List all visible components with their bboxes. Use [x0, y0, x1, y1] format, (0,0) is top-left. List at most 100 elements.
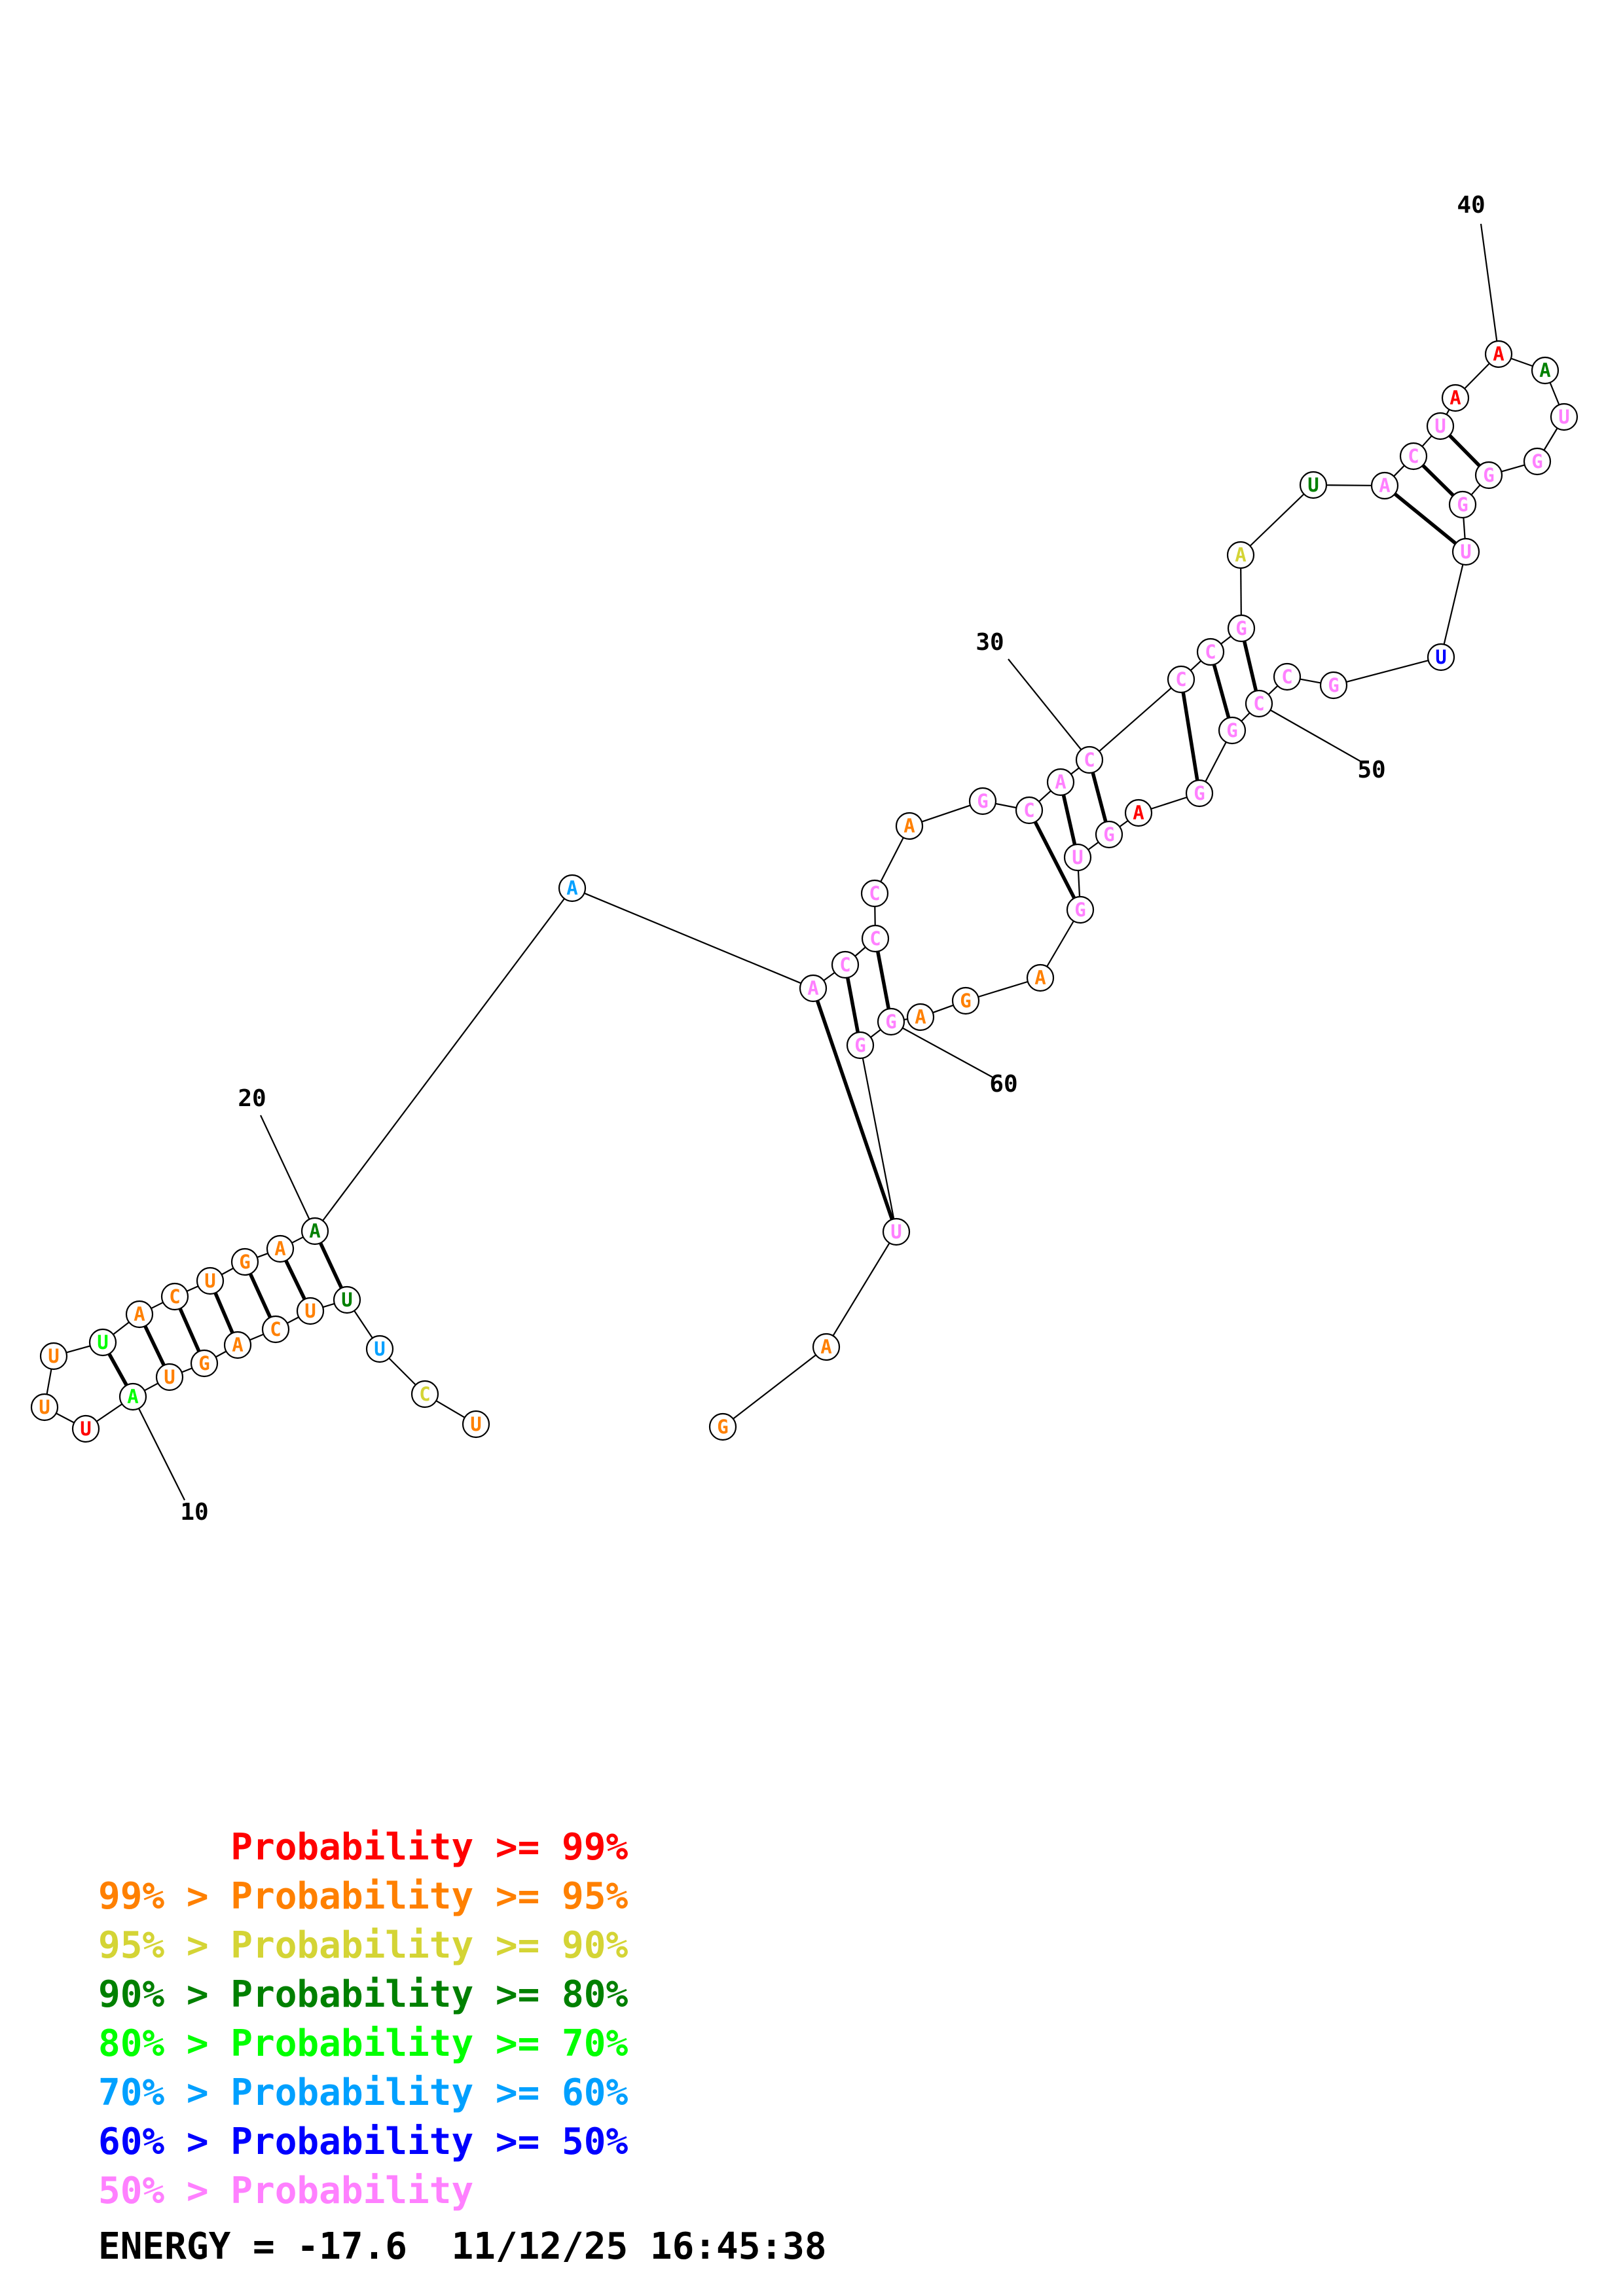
backbone-link: [1267, 685, 1279, 695]
nucleotide: G: [1227, 614, 1256, 643]
backbone-link: [46, 1369, 52, 1395]
backbone-link: [1443, 564, 1464, 645]
nucleotide-circle: [266, 1234, 295, 1263]
nucleotide-base: U: [39, 1396, 50, 1418]
energy-timestamp: ENERGY = -17.6 11/12/25 16:45:38: [98, 2225, 827, 2268]
nucleotide-circle: [877, 1007, 905, 1036]
backbone-link: [1046, 920, 1074, 967]
nucleotide-base: U: [97, 1331, 108, 1354]
nucleotide-circle: [261, 1315, 290, 1344]
nucleotide-base: C: [1205, 641, 1216, 663]
backbone-link: [1070, 767, 1080, 775]
nucleotide: U: [30, 1393, 59, 1422]
nucleotide-circle: [1441, 384, 1470, 412]
base-pair-bond: [1091, 772, 1108, 823]
nucleotide-base: A: [807, 977, 818, 999]
backbone-link: [1205, 742, 1227, 782]
backbone-link: [1190, 660, 1202, 672]
nucleotide: G: [1448, 490, 1477, 519]
nucleotide-circle: [1451, 537, 1480, 566]
nucleotide-base: U: [1072, 846, 1083, 869]
nucleotide: G: [708, 1412, 737, 1441]
nucleotide: G: [1218, 716, 1247, 745]
base-pair-bond: [1061, 794, 1077, 846]
base-pair-bond: [1033, 821, 1076, 899]
nucleotide: U: [71, 1414, 100, 1443]
nucleotide-circle: [1474, 461, 1503, 490]
nucleotide: A: [223, 1331, 252, 1359]
nucleotide-circle: [951, 986, 980, 1015]
nucleotide: C: [1399, 442, 1428, 471]
nucleotide-base: G: [1483, 464, 1494, 486]
nucleotide: C: [1245, 689, 1273, 718]
nucleotide-circle: [906, 1003, 935, 1031]
nucleotide: A: [558, 874, 587, 903]
nucleotide: A: [1046, 768, 1075, 797]
backbone-link: [322, 898, 565, 1221]
nucleotide-circle: [119, 1382, 147, 1411]
nucleotide-base: A: [1379, 475, 1390, 497]
base-pair-bond: [876, 951, 890, 1009]
backbone-layer: [46, 357, 1560, 1424]
backbone-link: [1393, 465, 1405, 477]
nucleotide: G: [1066, 895, 1095, 924]
nucleotide-circle: [1075, 745, 1104, 774]
nucleotide: A: [1484, 340, 1513, 368]
nucleotide-base: A: [566, 877, 577, 899]
backbone-link: [249, 1333, 264, 1341]
nucleotide-circle: [1427, 643, 1455, 672]
backbone-link: [1470, 484, 1481, 495]
nucleotide: U: [196, 1266, 225, 1295]
nucleotide-circle: [1015, 796, 1044, 825]
nucleotide-base: A: [903, 815, 915, 837]
nucleotide: A: [266, 1234, 295, 1263]
position-tick: [1269, 709, 1364, 764]
backbone-link: [880, 837, 904, 882]
nucleotide-base: A: [915, 1006, 926, 1028]
nucleotide: G: [1474, 461, 1503, 490]
nucleotide-circle: [301, 1217, 329, 1246]
nucleotide-circle: [1448, 490, 1477, 519]
nucleotide-base: U: [48, 1345, 59, 1367]
nucleotide-circle: [831, 950, 860, 979]
nucleotide: G: [1095, 820, 1123, 849]
backbone-link: [832, 1242, 890, 1336]
backbone-link: [96, 1403, 123, 1422]
nucleotide: U: [1426, 412, 1455, 440]
nucleotide-circle: [1273, 662, 1302, 691]
backbone-link: [862, 1058, 895, 1219]
nucleotide: G: [968, 787, 997, 816]
nucleotide-circle: [155, 1363, 184, 1391]
nucleotide: C: [261, 1315, 290, 1344]
base-pair-bond: [815, 1000, 894, 1220]
backbone-link: [1077, 870, 1081, 897]
legend-entry-70: 80% > Probability >= 70%: [98, 2022, 629, 2065]
backbone-link: [1150, 797, 1188, 810]
base-pair-bond: [1212, 664, 1231, 719]
nucleotide-circle: [812, 1333, 841, 1361]
nucleotide: A: [812, 1333, 841, 1361]
backbone-link: [113, 1321, 130, 1335]
backbone-link: [56, 1412, 75, 1424]
nucleotide-circle: [1124, 798, 1153, 827]
position-tick: [137, 1408, 185, 1501]
nucleotide-circle: [1095, 820, 1123, 849]
nucleotide: C: [1167, 665, 1195, 694]
backbone-link: [151, 1301, 164, 1310]
nucleotide: G: [1523, 447, 1552, 476]
nucleotide-base: G: [717, 1416, 728, 1438]
nucleotide-circle: [1245, 689, 1273, 718]
nucleotide: G: [846, 1031, 875, 1060]
nucleotide-base: G: [977, 790, 988, 812]
nucleotide-circle: [1550, 403, 1578, 431]
nucleotide-circle: [39, 1342, 68, 1371]
nucleotide-circle: [160, 1282, 189, 1311]
nucleotide-base: C: [1253, 692, 1264, 715]
base-pair-bond: [1448, 434, 1481, 467]
nucleotide: A: [1531, 356, 1559, 385]
nucleotide-circle: [799, 974, 828, 1003]
nucleotide-circle: [1370, 471, 1399, 500]
nucleotide-base: U: [80, 1418, 91, 1440]
legend-entry-99: Probability >= 99%: [98, 1826, 629, 1869]
